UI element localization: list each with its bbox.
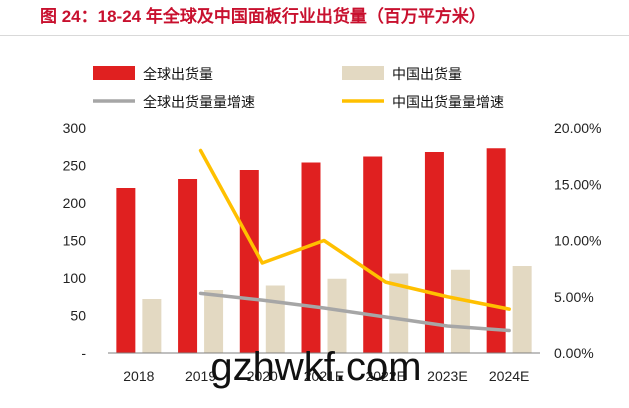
x-axis-tick-label: 2024E [489,368,529,384]
right-axis-tick-label: 15.00% [554,176,601,192]
left-axis-tick-label: 100 [63,270,87,286]
bar [116,188,136,353]
chart-title: 图 24：18-24 年全球及中国面板行业出货量（百万平方米） [40,7,486,26]
bar [512,266,532,353]
legend-label: 中国出货量 [392,66,462,82]
x-axis-tick-label: 2023E [427,368,467,384]
x-axis-tick-label: 2022E [365,368,405,384]
bar [265,285,285,353]
bar [424,152,444,353]
bar [239,170,259,353]
left-axis-tick-label: - [81,345,86,361]
series-line [198,291,511,333]
bar [389,273,409,353]
bar [142,299,162,353]
left-axis-tick-label: 200 [63,195,87,211]
left-axis-tick-label: 250 [63,158,87,174]
bar [363,156,383,353]
left-axis: 300 250 200 150 100 50 - [63,120,87,361]
x-axis-tick-label: 2020 [247,368,278,384]
title-divider [0,35,629,36]
bar-series [116,148,532,353]
series-line [198,148,511,311]
right-axis-tick-label: 20.00% [554,120,601,136]
left-axis-tick-label: 50 [70,308,86,324]
line-series [198,148,511,333]
legend-label: 全球出货量 [143,66,213,82]
legend-label: 全球出货量量增速 [143,94,255,110]
right-axis-tick-label: 5.00% [554,289,594,305]
x-axis: 2018 2019 2020 2021E 2022E 2023E 2024E [108,352,540,384]
bar [204,290,224,353]
x-axis-tick-label: 2019 [185,368,216,384]
right-axis-tick-label: 0.00% [554,345,594,361]
bar [301,162,321,353]
left-axis-tick-label: 150 [63,233,87,249]
bar [450,269,470,353]
bar [486,148,506,353]
x-axis-tick-label: 2018 [123,368,154,384]
legend-swatch [342,66,384,80]
legend-label: 中国出货量量增速 [392,94,504,110]
legend-swatch [93,66,135,80]
bar [327,278,347,353]
right-axis: 20.00% 15.00% 10.00% 5.00% 0.00% [554,120,601,361]
right-axis-tick-label: 10.00% [554,233,601,249]
x-axis-tick-label: 2021E [304,368,344,384]
bar [178,179,198,353]
left-axis-tick-label: 300 [63,120,87,136]
watermark-text: gzhwkf.com [210,345,421,389]
